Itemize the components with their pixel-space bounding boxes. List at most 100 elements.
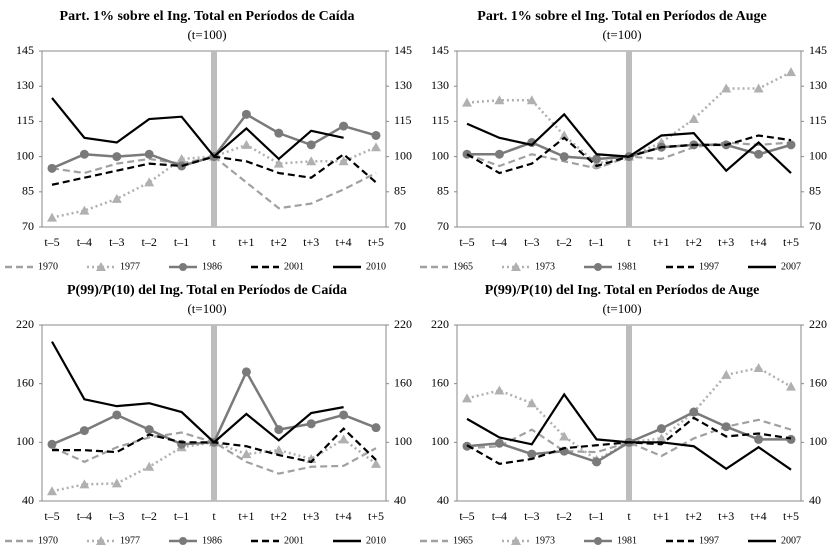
point: [559, 431, 570, 441]
x-tick-label: t–3: [109, 509, 124, 523]
point: [371, 458, 381, 468]
point: [47, 212, 57, 222]
y-tick-label: 220: [431, 317, 449, 331]
y-tick-label: 145: [16, 43, 34, 57]
y-tick-label: 100: [431, 148, 449, 162]
chart-title: P(99)/P(10) del Ing. Total en Períodos d…: [67, 283, 347, 298]
point: [371, 130, 381, 140]
point: [526, 95, 537, 105]
point: [689, 407, 699, 417]
y2-tick-label: 130: [394, 78, 412, 92]
point: [786, 381, 796, 391]
legend-label: 1981: [617, 261, 637, 272]
x-tick-label: t: [627, 509, 631, 523]
legend-label: 1973: [535, 261, 555, 272]
legend-label: 2010: [366, 535, 386, 546]
chart-title: Part. 1% sobre el Ing. Total en Períodos…: [477, 9, 766, 24]
point: [754, 149, 764, 159]
point: [144, 461, 155, 471]
point: [111, 193, 122, 203]
y-tick-label: 85: [437, 184, 449, 198]
point: [241, 367, 251, 377]
point: [527, 449, 537, 459]
point: [494, 95, 505, 105]
legend-label: 1973: [535, 535, 555, 546]
point: [494, 438, 504, 448]
point: [274, 425, 284, 435]
chart-subtitle: (t=100): [602, 301, 641, 316]
point: [462, 393, 472, 403]
point: [47, 486, 57, 496]
series-line: [466, 112, 792, 174]
reference-bar: [626, 325, 632, 501]
x-tick-label: t+5: [783, 235, 799, 249]
legend-label: 1997: [699, 535, 719, 546]
point: [79, 205, 90, 215]
x-tick-label: t–4: [492, 235, 507, 249]
point: [656, 433, 667, 443]
x-tick-label: t–2: [142, 235, 157, 249]
point: [338, 434, 349, 444]
y-tick-label: 100: [16, 434, 34, 448]
point: [79, 149, 89, 159]
y2-tick-label: 220: [394, 317, 412, 331]
point: [371, 423, 381, 433]
point: [144, 425, 154, 435]
point: [339, 410, 349, 420]
point: [273, 445, 284, 455]
point: [494, 149, 504, 159]
series-line: [466, 418, 792, 458]
x-tick-label: t+1: [653, 235, 669, 249]
y2-tick-label: 100: [394, 434, 412, 448]
y2-tick-label: 40: [809, 493, 821, 507]
point: [47, 439, 57, 449]
legend-label: 1986: [202, 535, 222, 546]
legend-marker: [594, 537, 602, 545]
series-line: [51, 437, 377, 493]
point: [786, 67, 796, 77]
x-tick-label: t+5: [783, 509, 799, 523]
reference-bar: [211, 51, 217, 227]
reference-bar: [211, 325, 217, 501]
panel: P(99)/P(10) del Ing. Total en Períodos d…: [420, 283, 827, 546]
y2-tick-label: 85: [394, 184, 406, 198]
x-tick-label: t–5: [459, 509, 474, 523]
point: [592, 154, 602, 164]
x-tick-label: t: [627, 235, 631, 249]
point: [721, 83, 732, 93]
series-line: [51, 341, 344, 444]
x-tick-label: t+3: [718, 235, 734, 249]
point: [786, 140, 796, 150]
chart-title: P(99)/P(10) del Ing. Total en Períodos d…: [485, 283, 760, 298]
point: [786, 434, 796, 444]
point: [526, 398, 537, 408]
point: [111, 478, 122, 488]
x-tick-label: t–4: [77, 235, 92, 249]
y2-tick-label: 115: [809, 113, 827, 127]
x-tick-label: t+5: [368, 509, 384, 523]
x-tick-label: t+4: [336, 235, 352, 249]
x-tick-label: t–4: [77, 509, 92, 523]
y2-tick-label: 160: [394, 375, 412, 389]
x-tick-label: t+3: [303, 235, 319, 249]
y-tick-label: 40: [437, 493, 449, 507]
legend-label: 2010: [366, 261, 386, 272]
point: [306, 140, 316, 150]
legend-marker: [179, 263, 187, 271]
x-tick-label: t–2: [557, 509, 572, 523]
chart-subtitle: (t=100): [602, 27, 641, 42]
y2-tick-label: 85: [809, 184, 821, 198]
series-line: [466, 392, 792, 471]
point: [241, 109, 251, 119]
legend-label: 2007: [781, 261, 801, 272]
chart-subtitle: (t=100): [187, 27, 226, 42]
legend-marker: [511, 262, 521, 271]
point: [688, 114, 699, 124]
chart-subtitle: (t=100): [187, 301, 226, 316]
x-tick-label: t+1: [238, 235, 254, 249]
point: [112, 152, 122, 162]
point: [656, 424, 666, 434]
point: [241, 139, 252, 149]
point: [338, 156, 349, 166]
